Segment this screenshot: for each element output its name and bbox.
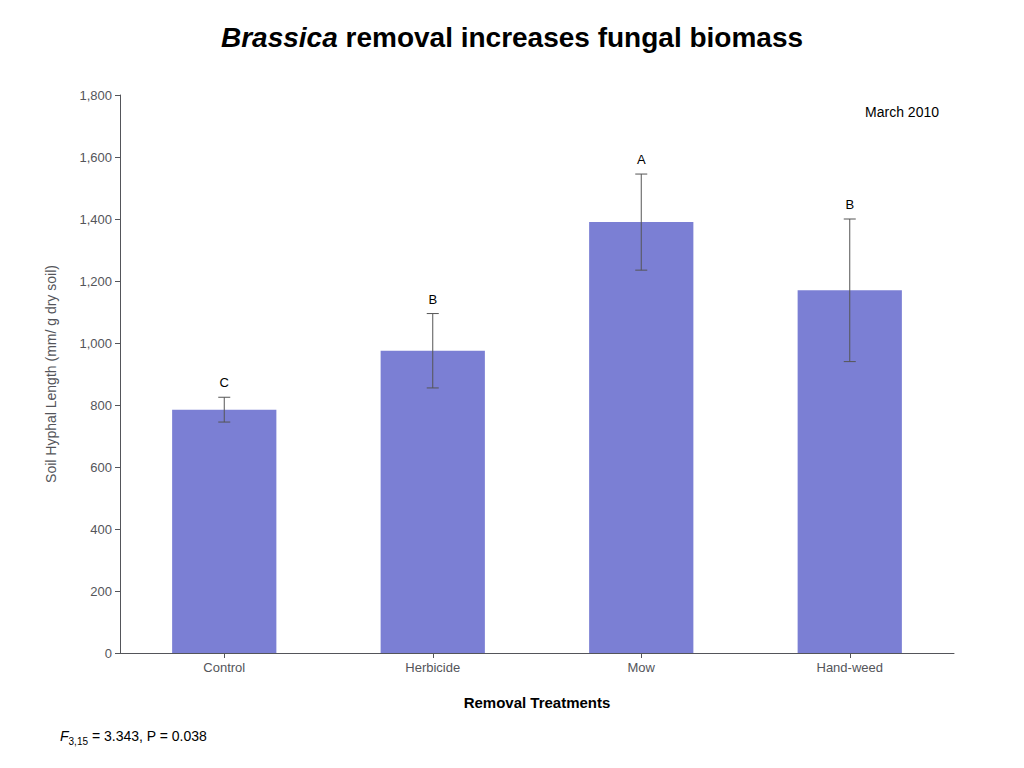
svg-text:Herbicide: Herbicide [405, 660, 460, 675]
svg-text:1,800: 1,800 [79, 88, 112, 103]
svg-text:= 3.343, P = 0.038: = 3.343, P = 0.038 [88, 728, 207, 744]
svg-text:1,000: 1,000 [79, 336, 112, 351]
svg-text:400: 400 [90, 522, 112, 537]
svg-text:B: B [428, 292, 437, 307]
svg-text:1,600: 1,600 [79, 150, 112, 165]
svg-text:1,400: 1,400 [79, 212, 112, 227]
svg-text:3,15: 3,15 [69, 736, 89, 747]
svg-text:Mow: Mow [628, 660, 656, 675]
svg-text:Soil Hyphal Length (mm/ g dry: Soil Hyphal Length (mm/ g dry soil) [43, 265, 59, 483]
svg-text:removal increases fungal bioma: removal increases fungal biomass [338, 22, 803, 53]
svg-text:1,200: 1,200 [79, 274, 112, 289]
svg-text:0: 0 [105, 646, 112, 661]
svg-text:B: B [845, 197, 854, 212]
svg-text:600: 600 [90, 460, 112, 475]
svg-text:C: C [220, 375, 229, 390]
svg-text:Hand-weed: Hand-weed [817, 660, 884, 675]
svg-text:Removal Treatments: Removal Treatments [464, 694, 611, 711]
svg-text:Control: Control [203, 660, 245, 675]
svg-text:A: A [637, 152, 646, 167]
svg-text:F: F [60, 728, 69, 744]
svg-text:Brassica: Brassica [221, 22, 338, 53]
svg-text:800: 800 [90, 398, 112, 413]
svg-text:March 2010: March 2010 [865, 104, 939, 120]
svg-text:200: 200 [90, 584, 112, 599]
